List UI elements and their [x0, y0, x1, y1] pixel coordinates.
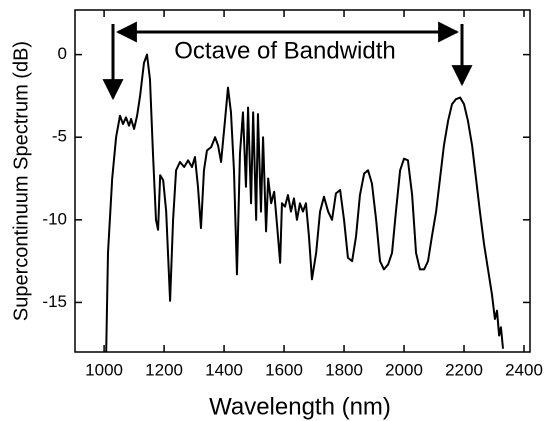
x-tick-label: 1000	[85, 360, 123, 379]
x-tick-label: 2200	[445, 360, 483, 379]
x-tick-label: 1600	[265, 360, 303, 379]
x-tick-label: 1800	[325, 360, 363, 379]
y-tick-label: -10	[42, 209, 67, 228]
x-axis-label: Wavelength (nm)	[209, 393, 391, 420]
spectrum-line	[105, 53, 505, 353]
y-tick-label: 0	[58, 44, 67, 63]
plot-frame	[74, 9, 531, 353]
annotation-arrows	[102, 21, 473, 101]
y-tick-label: -5	[52, 127, 67, 146]
x-tick-label: 1200	[145, 360, 183, 379]
x-tick-label: 2000	[385, 360, 423, 379]
y-axis-label: Supercontinuum Spectrum (dB)	[10, 41, 32, 321]
y-tick-label: -15	[42, 292, 67, 311]
x-tick-label: 2400	[505, 360, 543, 379]
annotation: Octave of Bandwidth	[174, 37, 395, 64]
x-tick-label: 1400	[205, 360, 243, 379]
